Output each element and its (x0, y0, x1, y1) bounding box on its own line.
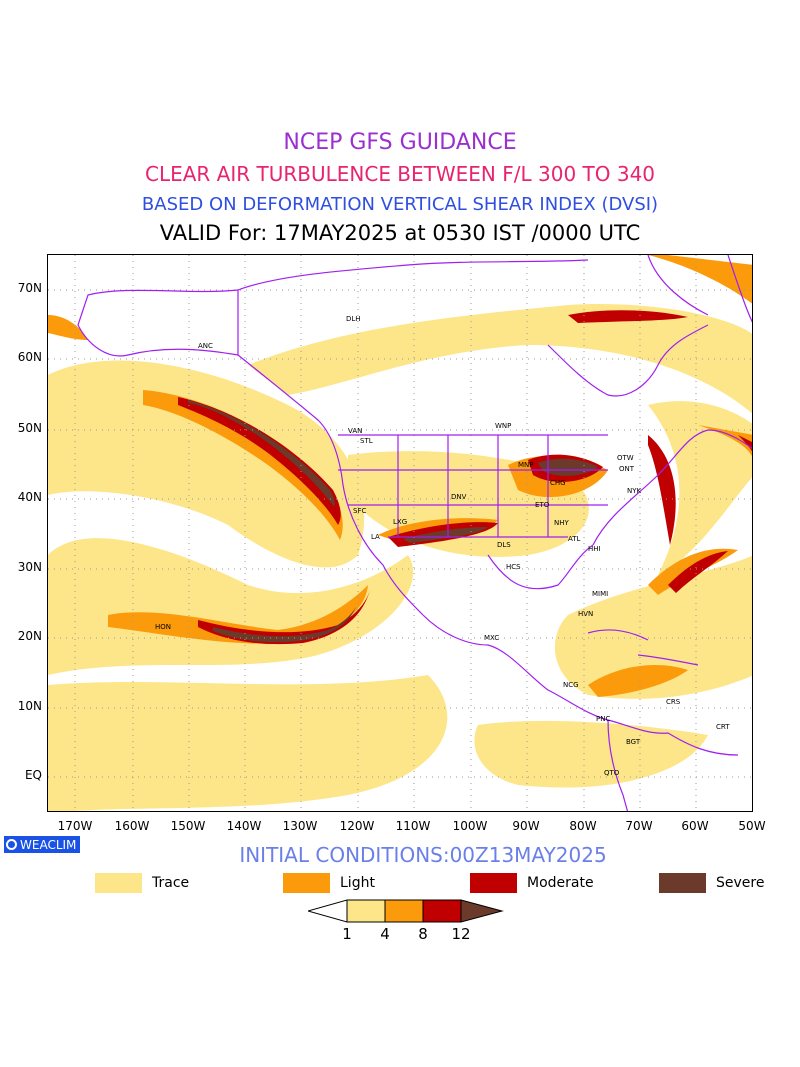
lat-tick-label: 30N (17, 560, 42, 574)
weaclim-label: WEACLIM (20, 837, 77, 852)
station-label: MIMI (592, 590, 608, 598)
legend-swatch-light (283, 873, 330, 893)
lon-tick-label: 150W (170, 819, 206, 833)
station-label: ONT (619, 465, 635, 473)
station-label: OTW (617, 454, 634, 462)
station-label: MNP (518, 461, 534, 469)
station-label: PNC (596, 715, 610, 723)
colorbar-segment-moderate (422, 899, 462, 923)
legend-label-moderate: Moderate (527, 875, 594, 891)
lon-tick-label: 60W (681, 819, 709, 833)
station-label: HON (155, 623, 171, 631)
legend-swatch-moderate (470, 873, 517, 893)
turbulence-map: ANC DLH VAN STL WNP MNP CHG ETO ONT OTW NYK SFC LA LX… (48, 255, 752, 811)
lat-tick-label: 50N (17, 421, 42, 435)
station-label: SFC (353, 507, 366, 515)
lat-tick-label: 70N (17, 281, 42, 295)
legend-swatch-trace (95, 873, 142, 893)
map-gridlines (48, 255, 752, 811)
lon-tick-label: 170W (57, 819, 93, 833)
station-label: VAN (348, 427, 362, 435)
legend-light: Light (283, 873, 375, 893)
legend-swatch-severe (659, 873, 706, 893)
colorbar-segment-light (384, 899, 424, 923)
lon-tick-label: 110W (395, 819, 431, 833)
map-panel: ANC DLH VAN STL WNP MNP CHG ETO ONT OTW NYK SFC LA LX… (47, 254, 753, 812)
lon-tick-label: 160W (114, 819, 150, 833)
legend-label-severe: Severe (716, 875, 765, 891)
lon-tick-label: 70W (625, 819, 653, 833)
legend-moderate: Moderate (470, 873, 594, 893)
lon-tick-label: 120W (339, 819, 375, 833)
station-label: CRS (666, 698, 681, 706)
lat-tick-label: 20N (17, 629, 42, 643)
station-label: LXG (393, 518, 407, 526)
weaclim-logo-icon (6, 839, 17, 850)
station-label: HHI (588, 545, 601, 553)
initial-conditions: INITIAL CONDITIONS:00Z13MAY2025 (239, 843, 607, 867)
lat-tick-label: 10N (17, 699, 42, 713)
lat-tick-label: 40N (17, 490, 42, 504)
station-label: NYK (627, 487, 642, 495)
weaclim-badge: WEACLIM (4, 836, 81, 853)
valid-time: VALID For: 17MAY2025 at 0530 IST /0000 U… (159, 221, 641, 245)
coastlines (77, 255, 752, 811)
station-label: DLH (346, 315, 361, 323)
colorbar-tick-label: 4 (380, 925, 390, 943)
lon-tick-label: 50W (738, 819, 766, 833)
station-label: STL (360, 437, 373, 445)
colorbar-segment-trace (346, 899, 386, 923)
station-label: DNV (451, 493, 467, 501)
station-label: CRT (716, 723, 730, 731)
legend-label-trace: Trace (152, 875, 190, 891)
colorbar (308, 899, 504, 923)
colorbar-tick-label: 8 (418, 925, 428, 943)
station-label: BGT (626, 738, 641, 746)
station-label: LA (371, 533, 380, 541)
legend-label-light: Light (340, 875, 375, 891)
lon-tick-label: 90W (512, 819, 540, 833)
turbulence-fields (48, 255, 752, 811)
station-label: HCS (506, 563, 521, 571)
station-labels: ANC DLH VAN STL WNP MNP CHG ETO ONT OTW NYK SFC LA LX… (155, 315, 730, 777)
station-label: DLS (497, 541, 511, 549)
method-subtitle: BASED ON DEFORMATION VERTICAL SHEAR INDE… (141, 194, 659, 215)
colorbar-tick-label: 1 (342, 925, 352, 943)
station-label: NCG (563, 681, 579, 689)
station-label: HVN (578, 610, 593, 618)
station-label: ETO (535, 501, 550, 509)
legend-trace: Trace (95, 873, 189, 893)
chart-title: NCEP GFS GUIDANCE (283, 130, 517, 155)
station-label: QTO (604, 769, 620, 777)
lon-tick-label: 130W (282, 819, 318, 833)
station-label: MXC (484, 634, 499, 642)
station-label: ANC (198, 342, 213, 350)
lon-tick-label: 80W (569, 819, 597, 833)
lon-tick-label: 140W (226, 819, 262, 833)
station-label: WNP (495, 422, 511, 430)
station-label: CHG (550, 479, 566, 487)
colorbar-high-arrow (460, 899, 504, 923)
lon-tick-label: 100W (452, 819, 488, 833)
station-label: ATL (568, 535, 581, 543)
colorbar-low-arrow (308, 899, 348, 923)
station-label: NHY (554, 519, 570, 527)
legend-severe: Severe (659, 873, 764, 893)
colorbar-tick-label: 12 (451, 925, 471, 943)
lat-tick-label: 60N (17, 350, 42, 364)
product-title: CLEAR AIR TURBULENCE BETWEEN F/L 300 TO … (144, 162, 656, 186)
lat-tick-label: EQ (24, 768, 42, 782)
